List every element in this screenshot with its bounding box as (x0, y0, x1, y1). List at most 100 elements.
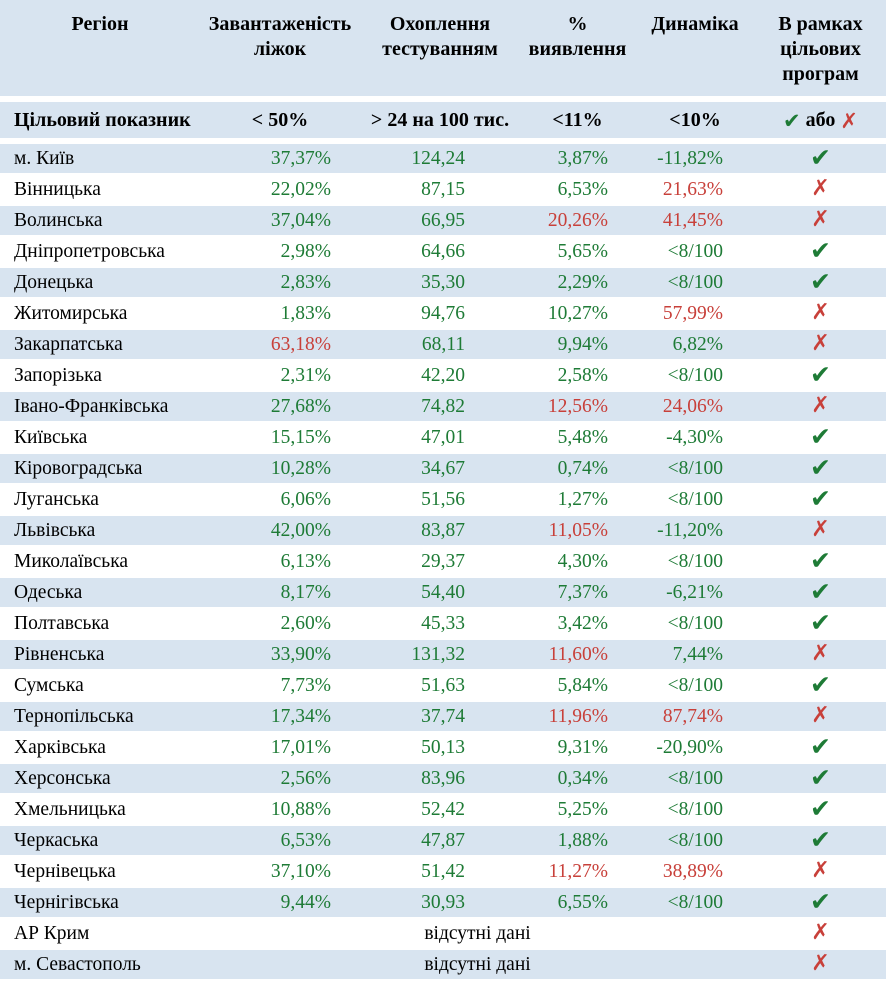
detection-value: 6,55% (520, 888, 635, 917)
table-row: Полтавська 2,60% 45,33 3,42% <8/100 ✔ (0, 609, 886, 638)
target-or-label: або (805, 108, 836, 131)
region-cell: Волинська (0, 206, 200, 235)
detection-value: 11,60% (520, 640, 635, 669)
column-header-region: Регіон (0, 0, 200, 100)
beds-value: 2,56% (200, 764, 360, 793)
region-cell: Кіровоградська (0, 454, 200, 483)
dynamics-value: 57,99% (635, 299, 755, 328)
cross-icon: ✗ (811, 920, 830, 945)
dynamics-value: 38,89% (635, 857, 755, 886)
table-row: Луганська 6,06% 51,56 1,27% <8/100 ✔ (0, 485, 886, 514)
check-icon: ✔ (810, 236, 831, 265)
table-row: Одеська 8,17% 54,40 7,37% -6,21% ✔ (0, 578, 886, 607)
detection-value: 3,87% (520, 144, 635, 173)
result-cell: ✔ (755, 764, 886, 793)
dynamics-value: <8/100 (635, 609, 755, 638)
dynamics-value: 6,82% (635, 330, 755, 359)
check-icon: ✔ (810, 422, 831, 451)
beds-value: 10,88% (200, 795, 360, 824)
result-cell: ✔ (755, 237, 886, 266)
target-row: Цільовий показник < 50% > 24 на 100 тис.… (0, 102, 886, 142)
region-cell: Дніпропетровська (0, 237, 200, 266)
region-cell: Харківська (0, 733, 200, 762)
target-detection-value: <11% (520, 102, 635, 142)
beds-value: 10,28% (200, 454, 360, 483)
beds-value: 7,73% (200, 671, 360, 700)
table-row: Київська 15,15% 47,01 5,48% -4,30% ✔ (0, 423, 886, 452)
detection-value: 10,27% (520, 299, 635, 328)
beds-value: 33,90% (200, 640, 360, 669)
detection-value: 5,25% (520, 795, 635, 824)
testing-value: 66,95 (360, 206, 520, 235)
testing-value: 83,87 (360, 516, 520, 545)
table-header: Регіон Завантаженість ліжок Охоплення те… (0, 0, 886, 142)
dynamics-value: <8/100 (635, 764, 755, 793)
beds-value: 27,68% (200, 392, 360, 421)
table-row: АР Крим відсутні дані ✗ (0, 919, 886, 948)
result-cell: ✗ (755, 516, 886, 545)
target-beds-value: < 50% (200, 102, 360, 142)
result-cell: ✗ (755, 175, 886, 204)
region-cell: Запорізька (0, 361, 200, 390)
result-cell: ✗ (755, 950, 886, 979)
table-row: м. Київ 37,37% 124,24 3,87% -11,82% ✔ (0, 144, 886, 173)
result-cell: ✗ (755, 206, 886, 235)
result-cell: ✔ (755, 578, 886, 607)
region-cell: Житомирська (0, 299, 200, 328)
beds-value: 2,60% (200, 609, 360, 638)
dynamics-value: 24,06% (635, 392, 755, 421)
check-icon: ✔ (810, 608, 831, 637)
region-cell: Київська (0, 423, 200, 452)
table-row: Кіровоградська 10,28% 34,67 0,74% <8/100… (0, 454, 886, 483)
cross-icon: ✗ (811, 176, 830, 201)
result-cell: ✔ (755, 423, 886, 452)
beds-value: 37,10% (200, 857, 360, 886)
testing-value: 30,93 (360, 888, 520, 917)
testing-value: 35,30 (360, 268, 520, 297)
detection-value: 9,31% (520, 733, 635, 762)
testing-value: 51,63 (360, 671, 520, 700)
testing-value: 74,82 (360, 392, 520, 421)
result-cell: ✔ (755, 144, 886, 173)
check-icon: ✔ (810, 546, 831, 575)
table-row: м. Севастополь відсутні дані ✗ (0, 950, 886, 979)
dynamics-value: <8/100 (635, 361, 755, 390)
dynamics-value: <8/100 (635, 454, 755, 483)
beds-value: 17,34% (200, 702, 360, 731)
target-row-label: Цільовий показник (0, 102, 200, 142)
testing-value: 34,67 (360, 454, 520, 483)
region-cell: Чернівецька (0, 857, 200, 886)
result-cell: ✗ (755, 919, 886, 948)
beds-value: 6,13% (200, 547, 360, 576)
result-cell: ✔ (755, 485, 886, 514)
testing-value: 37,74 (360, 702, 520, 731)
region-cell: Чернігівська (0, 888, 200, 917)
dynamics-value: <8/100 (635, 485, 755, 514)
table-row: Донецька 2,83% 35,30 2,29% <8/100 ✔ (0, 268, 886, 297)
target-testing-value: > 24 на 100 тис. (360, 102, 520, 142)
check-icon: ✔ (810, 887, 831, 916)
cross-icon: ✗ (811, 207, 830, 232)
table-row: Закарпатська 63,18% 68,11 9,94% 6,82% ✗ (0, 330, 886, 359)
testing-value: 124,24 (360, 144, 520, 173)
beds-value: 17,01% (200, 733, 360, 762)
header-row: Регіон Завантаженість ліжок Охоплення те… (0, 0, 886, 100)
check-icon: ✔ (810, 732, 831, 761)
detection-value: 0,34% (520, 764, 635, 793)
region-cell: Сумська (0, 671, 200, 700)
no-data-cell: відсутні дані (200, 950, 755, 979)
check-icon: ✔ (810, 670, 831, 699)
check-icon: ✔ (810, 484, 831, 513)
beds-value: 2,31% (200, 361, 360, 390)
testing-value: 94,76 (360, 299, 520, 328)
table-body: м. Київ 37,37% 124,24 3,87% -11,82% ✔ Ві… (0, 144, 886, 979)
table-row: Івано-Франківська 27,68% 74,82 12,56% 24… (0, 392, 886, 421)
detection-value: 3,42% (520, 609, 635, 638)
result-cell: ✔ (755, 826, 886, 855)
table-row: Волинська 37,04% 66,95 20,26% 41,45% ✗ (0, 206, 886, 235)
beds-value: 63,18% (200, 330, 360, 359)
cross-icon: ✗ (811, 393, 830, 418)
testing-value: 47,87 (360, 826, 520, 855)
table-row: Житомирська 1,83% 94,76 10,27% 57,99% ✗ (0, 299, 886, 328)
